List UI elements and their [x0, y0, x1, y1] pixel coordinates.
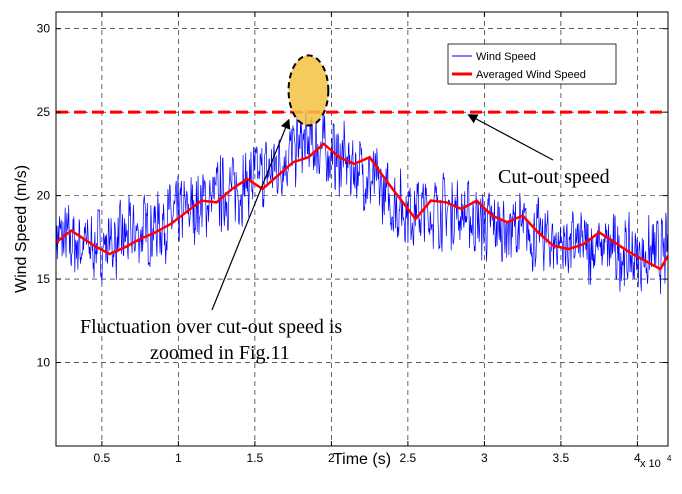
legend: Wind Speed Averaged Wind Speed	[447, 43, 617, 85]
x-multiplier-exponent: 4	[667, 454, 672, 463]
tick-labels: 0.5 1 1.5 2 2.5 3 3.5 4 10 15 20 25 30	[37, 22, 641, 465]
annotation-fluctuation-arrow	[211, 118, 291, 311]
x-tick-label: 3.5	[553, 451, 570, 465]
x-tick-label: 2	[328, 451, 335, 465]
plot-frame	[55, 11, 669, 447]
series-averaged-wind-speed	[56, 142, 668, 271]
y-axis-label: Wind Speed (m/s)	[13, 165, 30, 293]
y-tick-label: 30	[37, 22, 51, 36]
legend-label-averaged-wind-speed: Averaged Wind Speed	[476, 69, 586, 81]
annotation-fluctuation-line2: zoomed in Fig.11	[150, 342, 290, 364]
legend-label-wind-speed: Wind Speed	[476, 51, 536, 63]
x-tick-label: 0.5	[94, 451, 111, 465]
annotation-fluctuation-line1: Fluctuation over cut-out speed is	[80, 316, 342, 338]
x-tick-label: 2.5	[400, 451, 417, 465]
legend-box	[447, 43, 617, 85]
annotations: Cut-out speed Fluctuation over cut-out s…	[80, 54, 610, 364]
x-tick-label: 1.5	[247, 451, 264, 465]
highlight-ellipse	[287, 54, 330, 127]
annotation-cut-out-speed: Cut-out speed	[498, 166, 610, 188]
series-layer	[56, 109, 668, 295]
x-multiplier: x 10	[640, 458, 661, 470]
x-tick-label: 3	[481, 451, 488, 465]
y-tick-label: 10	[37, 356, 51, 370]
x-tick-label: 1	[175, 451, 182, 465]
ticks	[56, 12, 668, 446]
annotation-cut-out-arrow	[467, 114, 554, 161]
series-wind-speed	[56, 109, 668, 295]
y-tick-label: 15	[37, 272, 51, 286]
y-tick-label: 25	[37, 105, 51, 119]
y-tick-label: 20	[37, 189, 51, 203]
x-axis-label: Time (s)	[333, 451, 391, 468]
x-tick-label: 4	[634, 451, 641, 465]
